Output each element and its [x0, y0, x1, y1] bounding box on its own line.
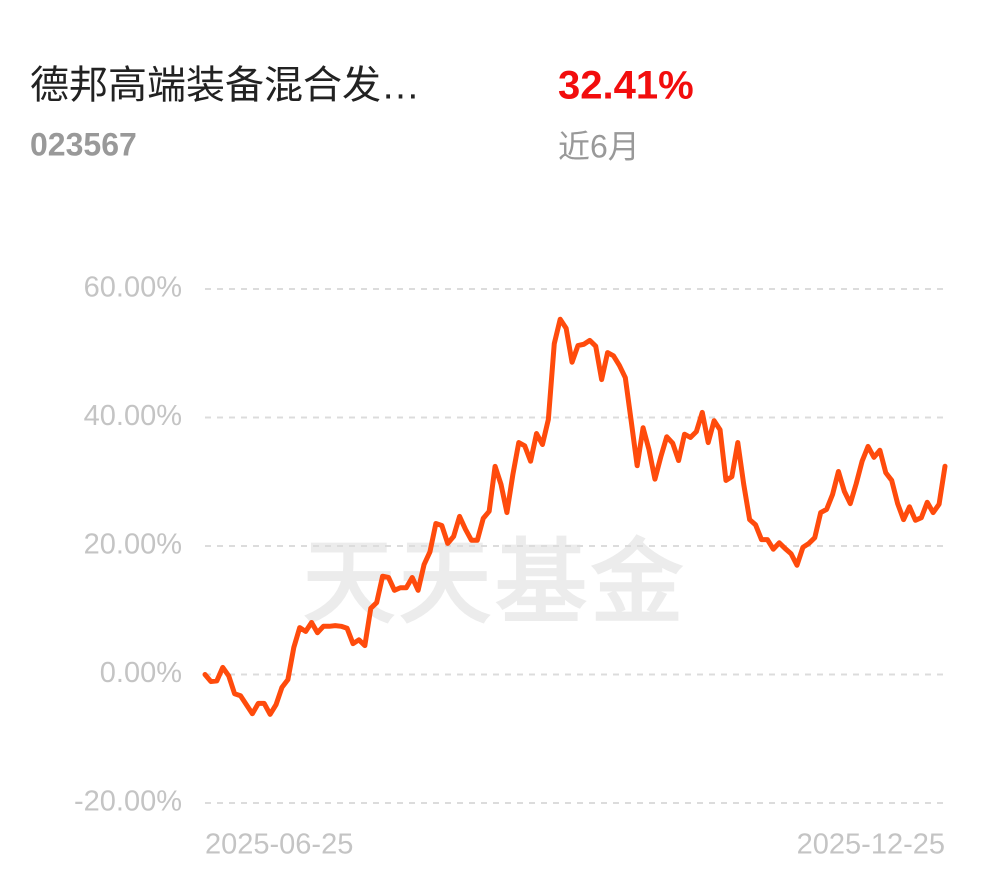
- y-tick-label: 20.00%: [84, 529, 182, 561]
- y-tick-label: -20.00%: [74, 786, 182, 818]
- fund-return: 32.41%: [558, 64, 694, 108]
- y-tick-label: 0.00%: [100, 657, 182, 689]
- y-tick-label: 40.00%: [84, 400, 182, 432]
- x-tick-label: 2025-12-25: [797, 829, 945, 861]
- watermark: 天天基金: [303, 532, 687, 634]
- fund-title: 德邦高端装备混合发…: [30, 64, 420, 107]
- fund-code: 023567: [30, 126, 137, 162]
- return-period: 近6月: [558, 128, 640, 164]
- x-tick-label: 2025-06-25: [205, 829, 353, 861]
- price-line: [202, 316, 948, 717]
- y-tick-label: 60.00%: [84, 272, 182, 304]
